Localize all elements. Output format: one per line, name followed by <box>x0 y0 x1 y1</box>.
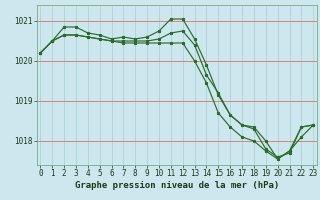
X-axis label: Graphe pression niveau de la mer (hPa): Graphe pression niveau de la mer (hPa) <box>75 181 279 190</box>
